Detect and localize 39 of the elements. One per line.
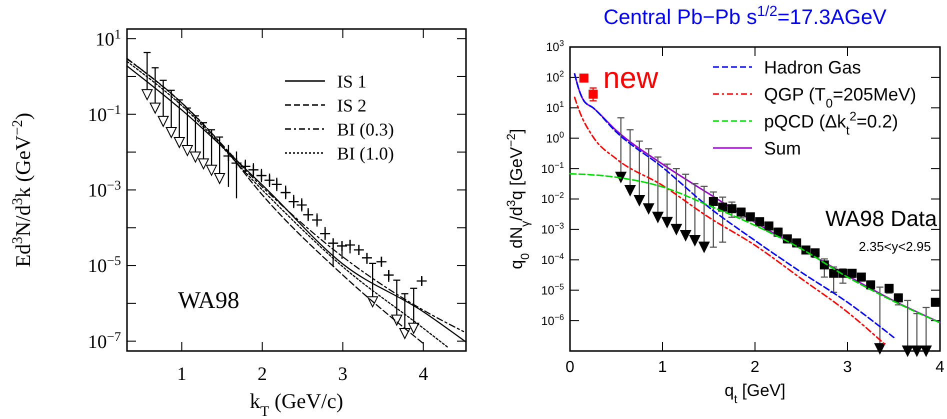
- annotation: 2.35<y<2.95: [858, 239, 931, 254]
- y-tick-label: 10$^{1}$: [95, 26, 121, 50]
- x-tick-label: 3: [843, 359, 852, 376]
- series-label: new: [603, 62, 658, 96]
- y-tick-label: 10$^{−5}$: [541, 281, 564, 298]
- y-tick-label: 10$^{0}$: [546, 129, 564, 146]
- x-axis-title: k$_{T}$ (GeV/c): [250, 389, 344, 419]
- y-tick-label: 10$^{1}$: [546, 99, 564, 115]
- legend-label: IS 1: [337, 71, 367, 92]
- x-tick-label: 4: [936, 359, 945, 376]
- y-tick-label: 10$^{−2}$: [541, 190, 564, 206]
- legend-label: IS 2: [337, 95, 367, 116]
- x-tick-label: 1: [177, 364, 187, 385]
- chart-title: Central Pb−Pb s$^{1/2}$=17.3AGeV: [603, 4, 887, 29]
- y-tick-label: 10$^{−1}$: [88, 101, 121, 126]
- y-tick-label: 10$^{−5}$: [88, 252, 122, 278]
- x-tick-label: 4: [418, 364, 429, 385]
- y-tick-label: 10$^{−3}$: [88, 177, 122, 202]
- legend-label: BI (1.0): [337, 143, 394, 164]
- y-tick-label: 10$^{−6}$: [541, 312, 564, 328]
- y-tick-label: 10$^{−3}$: [541, 220, 564, 237]
- annotation: WA98 Data: [825, 206, 938, 231]
- y-tick-label: 10$^{−1}$: [541, 160, 564, 176]
- annotation: WA98: [178, 288, 240, 314]
- x-tick-label: 1: [658, 359, 668, 376]
- x-tick-label: 0: [566, 359, 575, 376]
- x-axis-title: q$_{t}$ [GeV]: [724, 381, 786, 406]
- x-tick-label: 3: [338, 364, 348, 385]
- x-tick-label: 2: [750, 359, 760, 376]
- y-tick-label: 10$^{−7}$: [88, 328, 122, 353]
- x-tick-label: 2: [258, 364, 268, 385]
- y-tick-label: 10$^{−4}$: [541, 251, 564, 267]
- legend-label: BI (0.3): [337, 119, 394, 140]
- legend-label: Hadron Gas: [764, 57, 862, 78]
- legend-label: QGP (T$_{0}$=205MeV): [764, 84, 916, 110]
- legend-label: pQCD (Δk$_{t}$$^{2}$=0.2): [764, 109, 898, 138]
- legend-label: Sum: [764, 138, 802, 158]
- y-tick-label: 10$^{2}$: [546, 68, 564, 85]
- y-tick-label: 10$^{3}$: [546, 38, 564, 54]
